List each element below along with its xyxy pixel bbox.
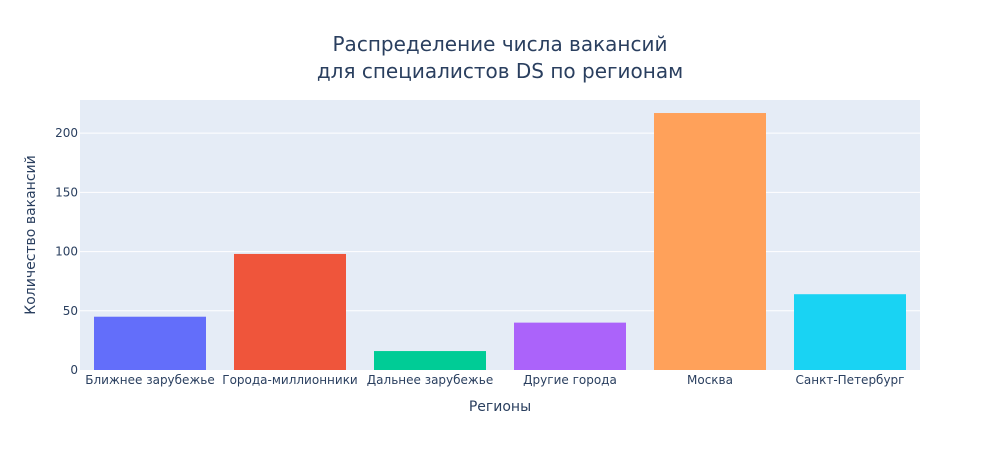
x-tick-label: Санкт-Петербург xyxy=(796,373,905,387)
y-tick-label: 50 xyxy=(63,304,78,318)
x-tick-label: Москва xyxy=(687,373,733,387)
y-tick-label: 0 xyxy=(70,363,78,377)
x-axis-label: Регионы xyxy=(469,399,531,415)
x-tick-label: Дальнее зарубежье xyxy=(367,373,493,387)
x-tick-label: Другие города xyxy=(523,373,617,387)
bar[interactable] xyxy=(374,351,486,370)
y-tick-label: 150 xyxy=(55,185,78,199)
chart-title-line-1: Распределение числа вакансий xyxy=(333,32,668,56)
y-tick-label: 200 xyxy=(55,126,78,140)
bar[interactable] xyxy=(654,113,766,371)
plot-area-background xyxy=(80,100,920,370)
chart-title-line-2: для специалистов DS по регионам xyxy=(317,59,683,83)
bar[interactable] xyxy=(794,294,906,370)
x-tick-label: Ближнее зарубежье xyxy=(85,373,214,387)
y-axis-label: Количество вакансий xyxy=(23,155,39,314)
y-axis-ticks: 0 50 100 150 200 xyxy=(55,126,78,377)
gridlines xyxy=(80,132,920,312)
bar[interactable] xyxy=(234,253,346,370)
bars xyxy=(94,113,906,371)
x-axis-ticks: Ближнее зарубежье Города-миллионники Дальн… xyxy=(85,373,904,387)
bar[interactable] xyxy=(514,322,626,370)
x-tick-label: Города-миллионники xyxy=(222,373,357,387)
bar[interactable] xyxy=(94,316,206,370)
y-tick-label: 100 xyxy=(55,245,78,259)
